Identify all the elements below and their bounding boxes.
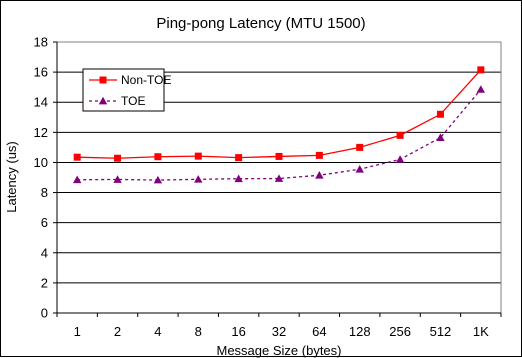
data-point-toe bbox=[315, 171, 324, 179]
x-tick-label: 128 bbox=[349, 324, 371, 339]
y-tick-label: 14 bbox=[34, 95, 48, 110]
y-tick-label: 12 bbox=[34, 125, 48, 140]
legend-label-toe: TOE bbox=[121, 94, 145, 108]
x-axis-label: Message Size (bytes) bbox=[217, 343, 342, 358]
data-point-toe bbox=[234, 174, 243, 183]
series-line-toe bbox=[77, 89, 482, 181]
x-tick-label: 1 bbox=[74, 324, 81, 339]
x-tick-label: 1K bbox=[473, 324, 489, 339]
legend-items: Non-TOE TOE bbox=[89, 73, 171, 108]
y-tick-label: 10 bbox=[34, 155, 48, 170]
data-point-toe bbox=[113, 175, 122, 183]
x-tick-label: 256 bbox=[389, 324, 411, 339]
axes bbox=[56, 42, 501, 314]
data-point-toe bbox=[72, 175, 82, 184]
legend-box bbox=[82, 68, 165, 112]
data-point-non-toe bbox=[315, 151, 323, 159]
data-point-toe bbox=[194, 175, 203, 183]
legend: Non-TOE TOE bbox=[82, 68, 171, 112]
y-tick-label: 6 bbox=[41, 215, 48, 230]
data-point-toe bbox=[274, 174, 284, 182]
data-point-toe bbox=[476, 85, 486, 93]
data-point-non-toe bbox=[194, 152, 202, 160]
x-tick-label: 16 bbox=[231, 324, 245, 339]
data-point-non-toe bbox=[356, 143, 364, 151]
data-point-non-toe bbox=[73, 153, 81, 161]
data-point-toe bbox=[395, 155, 405, 163]
legend-marker-non-toe bbox=[99, 76, 107, 84]
x-tick-label: 4 bbox=[154, 324, 161, 339]
data-point-non-toe bbox=[477, 66, 485, 74]
x-tick-label: 8 bbox=[195, 324, 202, 339]
series-layer bbox=[72, 66, 486, 184]
x-tick-label: 2 bbox=[114, 324, 121, 339]
data-point-non-toe bbox=[396, 131, 404, 139]
y-tick-label: 0 bbox=[41, 306, 48, 321]
x-tick-label: 64 bbox=[312, 324, 326, 339]
legend-marker-toe bbox=[98, 96, 108, 105]
series-toe bbox=[72, 85, 486, 184]
y-tick-label: 8 bbox=[41, 185, 48, 200]
y-tick-label: 16 bbox=[34, 65, 48, 80]
data-point-non-toe bbox=[275, 152, 283, 160]
y-axis-label: Latency (us) bbox=[4, 141, 19, 213]
data-point-non-toe bbox=[235, 154, 243, 162]
y-axis-ticks: 0 2 4 6 8 10 12 14 16 18 bbox=[34, 35, 57, 321]
y-tick-label: 4 bbox=[41, 245, 48, 260]
data-point-toe bbox=[436, 133, 445, 141]
data-point-non-toe bbox=[114, 154, 122, 162]
x-axis-ticks: 1 2 4 8 16 32 64 128 256 512 1K bbox=[56, 313, 502, 339]
data-point-non-toe bbox=[154, 153, 162, 161]
data-point-non-toe bbox=[436, 110, 444, 118]
legend-label-non-toe: Non-TOE bbox=[121, 73, 171, 87]
y-tick-label: 2 bbox=[41, 275, 48, 290]
chart-title: Ping-pong Latency (MTU 1500) bbox=[156, 15, 365, 32]
data-point-toe bbox=[355, 165, 364, 173]
x-tick-label: 32 bbox=[272, 324, 286, 339]
data-point-toe bbox=[153, 175, 163, 184]
x-tick-label: 512 bbox=[430, 324, 452, 339]
y-tick-label: 18 bbox=[34, 35, 48, 50]
series-non-toe bbox=[73, 66, 485, 162]
